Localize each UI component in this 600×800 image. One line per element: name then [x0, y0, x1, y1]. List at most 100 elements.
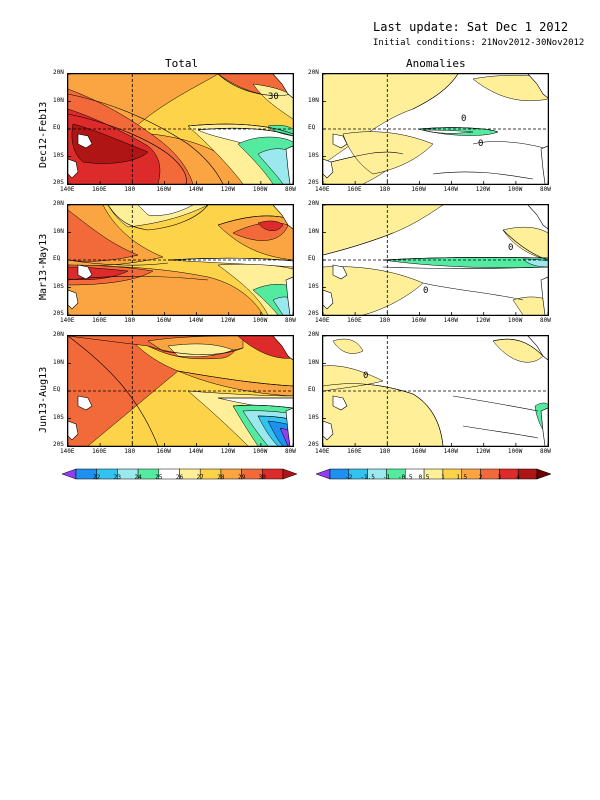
colorbar-tick-label: 23 — [113, 474, 122, 481]
sst-region — [68, 209, 139, 262]
lat-tick-label: EQ — [53, 386, 61, 393]
sst-region — [137, 205, 194, 216]
lat-tick-label: 20S — [53, 441, 64, 448]
colorbar-tick-label: 5 — [535, 474, 539, 481]
column-title-total: Total — [165, 57, 199, 70]
lon-tick-label: 160E — [347, 186, 362, 193]
contour-line — [68, 336, 159, 446]
colorbar-tick-label: 27 — [196, 474, 204, 481]
lon-tick-label: 160E — [92, 186, 107, 193]
land-mass — [332, 264, 348, 280]
land-mass — [332, 395, 348, 411]
lon-tick-label: 180 — [379, 186, 391, 193]
lat-tick-label: 10S — [308, 151, 319, 159]
colorbar-tick-label: 1 — [441, 474, 445, 481]
sst-region — [472, 75, 548, 102]
lat-tick-label: 20S — [308, 441, 319, 448]
lat-tick-label: 20S — [53, 179, 64, 186]
colorbar-arrow-high — [536, 468, 552, 480]
lon-tick-label: 140W — [443, 186, 459, 193]
lon-tick-label: 80W — [540, 448, 551, 455]
contour-line — [382, 266, 548, 269]
sst-region — [522, 258, 548, 268]
sst-region — [422, 129, 474, 134]
lat-tick-label: 10N — [53, 358, 64, 366]
colorbar-tick-label: -1 — [382, 474, 391, 481]
land-mass — [285, 145, 293, 184]
land-mass — [272, 74, 293, 99]
contour-line — [432, 171, 534, 180]
sst-region — [502, 226, 548, 261]
land-mass — [323, 158, 334, 179]
colorbar-segment — [499, 468, 519, 480]
lat-tick-label: 10S — [53, 413, 64, 421]
lon-tick-label: 100W — [507, 448, 523, 455]
lat-tick-label: 10N — [53, 96, 64, 104]
contour-line — [472, 141, 548, 150]
lon-tick-label: 180 — [124, 186, 136, 193]
lat-tick-label: EQ — [308, 386, 316, 393]
lon-tick-label: 180 — [124, 448, 136, 455]
land-mass — [332, 133, 348, 149]
map-panel-total-mar-may — [67, 204, 294, 316]
colorbar-tick-label: -2 — [345, 474, 353, 481]
lon-tick-label: 80W — [285, 317, 296, 324]
colorbar-tick-label: 24 — [134, 474, 142, 481]
lat-tick-label: 20S — [308, 310, 319, 317]
contour-label: 0 — [508, 243, 513, 253]
land-mass — [272, 205, 293, 230]
sst-region — [342, 131, 434, 175]
lon-tick-label: 140E — [315, 186, 330, 193]
map-panel-total-dec-feb: 30 — [67, 73, 294, 185]
sst-region — [332, 338, 364, 354]
contour-label: 0 — [478, 139, 483, 149]
contour-line — [382, 257, 548, 261]
lat-tick-label: 10S — [308, 282, 319, 290]
lon-tick-label: 80W — [540, 317, 551, 324]
lat-tick-label: 20N — [53, 200, 64, 207]
contour-line — [187, 123, 293, 135]
sst-region — [71, 123, 149, 164]
sst-region — [267, 124, 293, 137]
lon-tick-label: 100W — [507, 186, 523, 193]
colorbar-tick-label: 22 — [93, 474, 101, 481]
contour-line — [68, 113, 187, 184]
lat-tick-label: EQ — [53, 255, 61, 262]
contour-line — [452, 395, 539, 412]
lon-tick-label: 120W — [220, 448, 236, 455]
lat-tick-label: 20N — [53, 331, 64, 338]
contour-line — [107, 205, 209, 231]
lon-tick-label: 140E — [315, 448, 330, 455]
lat-tick-label: 10N — [308, 227, 319, 235]
land-mass — [77, 264, 93, 280]
contour-line — [323, 151, 404, 165]
lon-tick-label: 100W — [507, 317, 523, 324]
land-mass — [285, 407, 293, 446]
row-label-jun-aug: Jun13-Aug13 — [38, 366, 49, 433]
lon-tick-label: 160E — [347, 448, 362, 455]
lon-tick-label: 100W — [252, 186, 268, 193]
colorbar-tick-label: -0.5 — [398, 474, 413, 481]
contour-line — [422, 282, 524, 301]
lat-tick-label: 20N — [308, 200, 319, 207]
land-mass — [527, 336, 548, 361]
contour-line — [323, 232, 394, 256]
lat-tick-label: 20N — [308, 69, 319, 76]
colorbar-segment — [517, 468, 538, 480]
contour-line — [462, 425, 539, 439]
lat-tick-label: 10N — [308, 96, 319, 104]
lon-tick-label: 140E — [60, 317, 75, 324]
column-title-anomalies: Anomalies — [406, 57, 466, 70]
lon-tick-label: 120W — [475, 186, 491, 193]
contour-line — [68, 93, 224, 184]
map-panel-anomaly-jun-aug: 0 — [322, 335, 549, 447]
land-mass — [540, 145, 548, 184]
colorbar-tick-label: 28 — [217, 474, 225, 481]
map-panel-total-jun-aug — [67, 335, 294, 447]
land-mass — [77, 133, 93, 149]
lon-tick-label: 140W — [188, 186, 204, 193]
lat-tick-label: 20S — [308, 179, 319, 186]
contour-line — [492, 338, 544, 357]
lon-tick-label: 140E — [60, 448, 75, 455]
